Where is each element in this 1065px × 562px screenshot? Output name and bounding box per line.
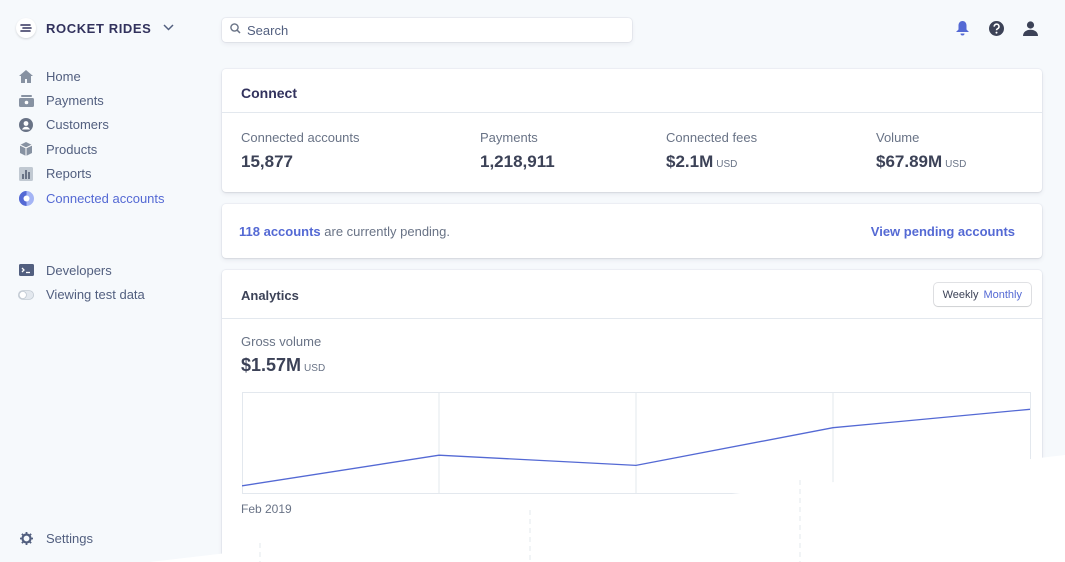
sidebar-nav: Home Payments Customers Products Reports…	[18, 64, 165, 210]
sidebar-item-reports[interactable]: Reports	[18, 162, 165, 186]
gross-volume-label: Gross volume	[241, 334, 322, 349]
connect-title: Connect	[222, 69, 1042, 113]
chart-date-label: Feb 2019	[241, 502, 292, 516]
sidebar-item-label: Settings	[46, 530, 93, 546]
toggle-icon[interactable]	[18, 287, 34, 303]
brand-name: ROCKET RIDES	[46, 20, 152, 36]
stat-value: 1,218,911	[480, 152, 555, 171]
sidebar-item-label: Reports	[46, 166, 92, 182]
reports-icon	[18, 166, 34, 182]
sidebar-item-label: Developers	[46, 262, 112, 278]
rocket-icon	[16, 18, 36, 38]
connected-accounts-icon	[18, 190, 34, 206]
gross-volume-chart	[242, 392, 1031, 494]
test-data-toggle[interactable]: Viewing test data	[18, 282, 145, 306]
weekly-option[interactable]: Weekly	[942, 288, 979, 301]
stat-value: 15,877	[241, 152, 293, 171]
analytics-title: Analytics	[241, 288, 299, 303]
gross-volume-value: $1.57M USD	[241, 355, 326, 375]
sidebar-item-payments[interactable]: Payments	[18, 88, 165, 112]
sidebar-item-label: Payments	[46, 93, 104, 109]
sidebar-item-label: Customers	[46, 117, 109, 133]
period-toggle: Weekly Monthly	[933, 283, 1031, 306]
sidebar-item-label: Products	[46, 141, 98, 157]
user-icon[interactable]	[1022, 20, 1039, 37]
help-icon[interactable]	[988, 20, 1005, 37]
customers-icon	[18, 117, 34, 133]
stat-label: Volume	[876, 130, 920, 145]
developers-icon	[18, 262, 34, 278]
connect-card: Connect Connected accounts 15,877 Paymen…	[222, 69, 1042, 192]
sidebar-item-customers[interactable]: Customers	[18, 113, 165, 137]
search-bar[interactable]	[222, 18, 632, 42]
sidebar-item-label: Connected accounts	[46, 190, 165, 206]
analytics-card: Analytics Weekly Monthly Gross volume $1…	[222, 270, 1042, 562]
home-icon	[18, 68, 34, 84]
pending-count-link[interactable]: 118 accounts	[239, 223, 321, 239]
stat-label: Connected fees	[666, 130, 758, 145]
stat-value: $67.89M USD	[876, 152, 967, 171]
stat-label: Connected accounts	[241, 130, 360, 145]
stat-payments: Payments 1,218,911	[480, 130, 558, 172]
sidebar-item-products[interactable]: Products	[18, 137, 165, 161]
sidebar-item-home[interactable]: Home	[18, 64, 165, 88]
stat-connected-fees: Connected fees $2.1M USD	[666, 130, 757, 172]
chevron-down-icon	[163, 22, 174, 34]
sidebar-item-settings[interactable]: Settings	[18, 526, 93, 550]
search-icon	[230, 21, 241, 39]
sidebar-item-connected-accounts[interactable]: Connected accounts	[18, 186, 165, 210]
stat-value: $2.1M USD	[666, 152, 738, 171]
payments-icon	[18, 93, 34, 109]
gear-icon	[18, 530, 34, 546]
view-pending-accounts-link[interactable]: View pending accounts	[870, 223, 1015, 239]
stat-connected-accounts: Connected accounts 15,877	[241, 130, 360, 172]
search-input[interactable]	[247, 22, 607, 38]
products-icon	[18, 141, 34, 157]
sidebar-item-label: Viewing test data	[46, 287, 145, 303]
topbar-actions	[954, 20, 1039, 37]
stat-label: Payments	[480, 130, 538, 145]
monthly-option[interactable]: Monthly	[983, 288, 1022, 301]
account-switcher[interactable]: ROCKET RIDES	[16, 18, 174, 38]
pending-message: 118 accounts are currently pending.	[239, 223, 451, 239]
chart-gridlines	[438, 392, 834, 494]
sidebar-secondary: Developers Viewing test data	[18, 258, 145, 307]
stat-volume: Volume $67.89M USD	[876, 130, 966, 172]
analytics-header: Analytics Weekly Monthly	[222, 270, 1042, 319]
sidebar-item-label: Home	[46, 68, 81, 84]
pending-accounts-banner: 118 accounts are currently pending. View…	[222, 204, 1042, 258]
sidebar-item-developers[interactable]: Developers	[18, 258, 145, 282]
bell-icon[interactable]	[954, 20, 971, 37]
